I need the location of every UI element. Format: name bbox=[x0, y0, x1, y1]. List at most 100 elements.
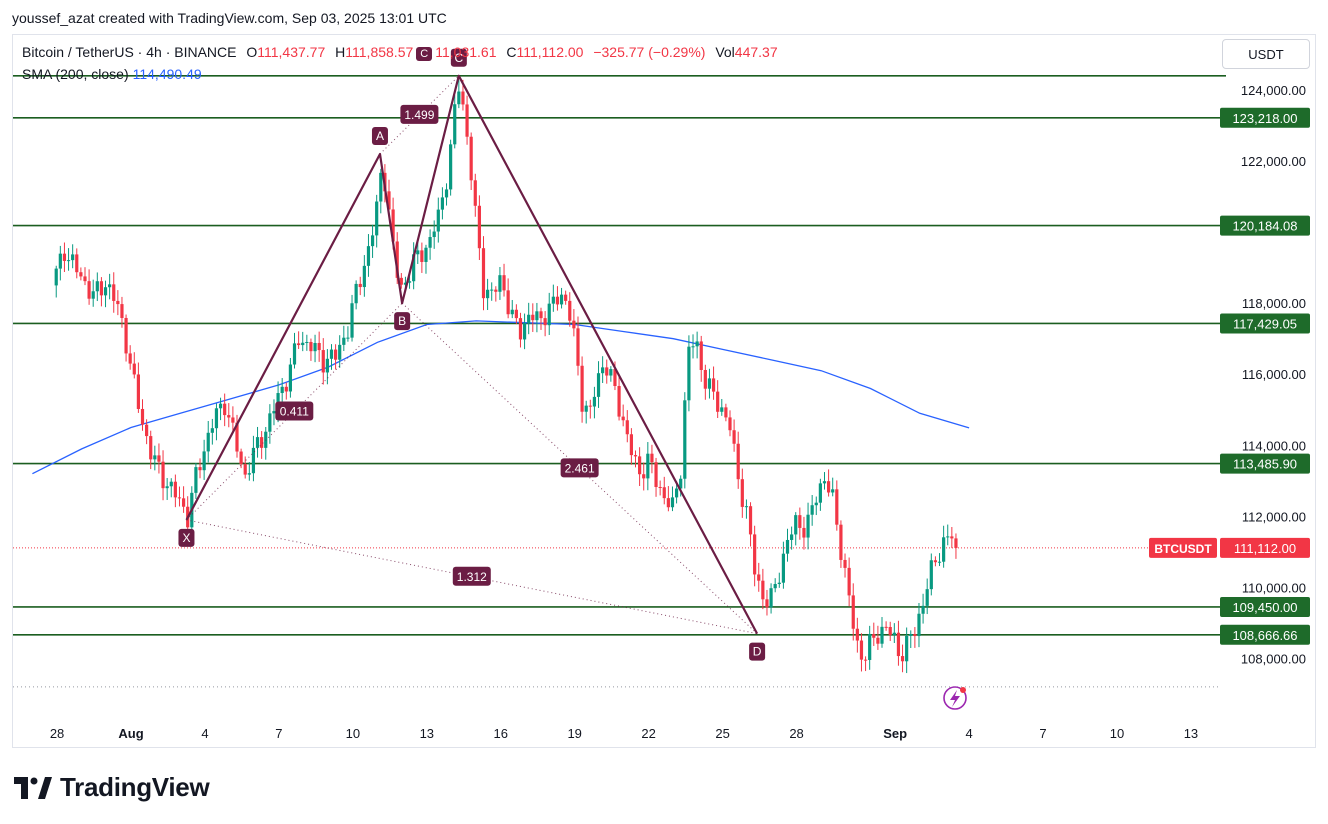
candle[interactable] bbox=[761, 568, 765, 610]
candle[interactable] bbox=[892, 623, 896, 644]
candle[interactable] bbox=[518, 312, 523, 348]
candle[interactable] bbox=[79, 267, 83, 281]
candle[interactable] bbox=[650, 444, 654, 474]
candle[interactable] bbox=[773, 578, 777, 593]
candle[interactable] bbox=[280, 377, 284, 403]
candle[interactable] bbox=[354, 280, 358, 310]
candle[interactable] bbox=[707, 368, 712, 399]
candle[interactable] bbox=[194, 463, 198, 499]
chart-frame[interactable]: 1.499 0.411 2.461 1.312 X A B C D 108,000.00 110,… bbox=[12, 34, 1316, 748]
candle[interactable] bbox=[691, 334, 695, 359]
candle[interactable] bbox=[440, 187, 445, 220]
candle[interactable] bbox=[477, 195, 481, 260]
candle[interactable] bbox=[572, 309, 576, 337]
candle[interactable] bbox=[559, 287, 564, 309]
candle[interactable] bbox=[399, 273, 403, 289]
candle[interactable] bbox=[231, 406, 235, 431]
candle[interactable] bbox=[917, 602, 921, 648]
candle[interactable] bbox=[120, 296, 124, 328]
candle[interactable] bbox=[531, 303, 535, 332]
candle[interactable] bbox=[547, 292, 551, 335]
candle[interactable] bbox=[342, 325, 346, 352]
candle[interactable] bbox=[658, 480, 662, 496]
candle[interactable] bbox=[177, 486, 182, 507]
sma-200-line[interactable] bbox=[32, 320, 970, 475]
currency-button[interactable]: USDT bbox=[1222, 39, 1310, 69]
candle[interactable] bbox=[781, 541, 786, 589]
candle[interactable] bbox=[161, 450, 165, 501]
candle[interactable] bbox=[235, 414, 239, 458]
chart-canvas[interactable]: 1.499 0.411 2.461 1.312 X A B C D 108,000.00 110,… bbox=[13, 35, 1317, 749]
candle[interactable] bbox=[325, 349, 329, 385]
candle[interactable] bbox=[876, 625, 880, 650]
candle[interactable] bbox=[896, 620, 901, 666]
candle[interactable] bbox=[666, 486, 670, 512]
candle[interactable] bbox=[206, 420, 210, 463]
candle[interactable] bbox=[642, 462, 646, 491]
candle[interactable] bbox=[740, 468, 744, 518]
candle[interactable] bbox=[527, 302, 531, 335]
candle[interactable] bbox=[617, 374, 621, 421]
candle[interactable] bbox=[149, 430, 153, 470]
candle[interactable] bbox=[625, 410, 629, 443]
candle[interactable] bbox=[724, 403, 728, 422]
candle[interactable] bbox=[662, 476, 666, 505]
candle[interactable] bbox=[453, 95, 457, 149]
candle[interactable] bbox=[313, 334, 317, 363]
candle[interactable] bbox=[568, 292, 572, 327]
candle[interactable] bbox=[851, 583, 855, 641]
candle[interactable] bbox=[522, 313, 527, 350]
candle[interactable] bbox=[601, 356, 605, 384]
candle[interactable] bbox=[169, 478, 173, 498]
candle[interactable] bbox=[317, 331, 321, 362]
candle[interactable] bbox=[683, 392, 687, 489]
candle[interactable] bbox=[210, 418, 214, 445]
candle[interactable] bbox=[444, 183, 449, 206]
candle[interactable] bbox=[469, 132, 473, 191]
candle[interactable] bbox=[108, 273, 112, 300]
candle[interactable] bbox=[494, 286, 498, 302]
candle[interactable] bbox=[670, 486, 675, 512]
candle[interactable] bbox=[937, 553, 942, 567]
candle[interactable] bbox=[449, 139, 453, 196]
candle[interactable] bbox=[153, 445, 157, 471]
candle[interactable] bbox=[855, 617, 859, 653]
lightning-icon[interactable] bbox=[943, 686, 967, 710]
candle[interactable] bbox=[218, 397, 223, 421]
candle[interactable] bbox=[859, 633, 864, 672]
candle[interactable] bbox=[868, 625, 872, 670]
candle[interactable] bbox=[198, 458, 202, 479]
candle[interactable] bbox=[588, 399, 592, 419]
candle[interactable] bbox=[91, 279, 95, 307]
candle[interactable] bbox=[424, 244, 428, 274]
candle[interactable] bbox=[247, 462, 251, 481]
candle[interactable] bbox=[757, 562, 761, 592]
candle[interactable] bbox=[486, 278, 490, 310]
candle[interactable] bbox=[510, 299, 514, 319]
candle[interactable] bbox=[732, 419, 736, 452]
candle[interactable] bbox=[564, 290, 568, 305]
candle[interactable] bbox=[420, 242, 424, 273]
candle[interactable] bbox=[366, 234, 371, 277]
candle[interactable] bbox=[514, 304, 518, 325]
candle[interactable] bbox=[346, 326, 350, 342]
candle[interactable] bbox=[333, 344, 338, 370]
candle[interactable] bbox=[826, 469, 831, 497]
candle[interactable] bbox=[584, 400, 588, 424]
candle[interactable] bbox=[305, 334, 309, 351]
xabcd-pattern-line[interactable] bbox=[185, 74, 759, 635]
candle[interactable] bbox=[128, 345, 132, 370]
candle[interactable] bbox=[621, 404, 625, 427]
candle[interactable] bbox=[506, 278, 510, 319]
candle[interactable] bbox=[888, 621, 892, 642]
candle[interactable] bbox=[720, 398, 724, 416]
candle[interactable] bbox=[900, 644, 905, 673]
candle[interactable] bbox=[268, 404, 272, 444]
candle[interactable] bbox=[592, 386, 597, 419]
candle[interactable] bbox=[255, 426, 260, 458]
candle[interactable] bbox=[929, 553, 933, 596]
candle[interactable] bbox=[748, 502, 753, 547]
candle[interactable] bbox=[728, 410, 732, 437]
candle[interactable] bbox=[822, 472, 827, 490]
candle[interactable] bbox=[633, 450, 638, 468]
